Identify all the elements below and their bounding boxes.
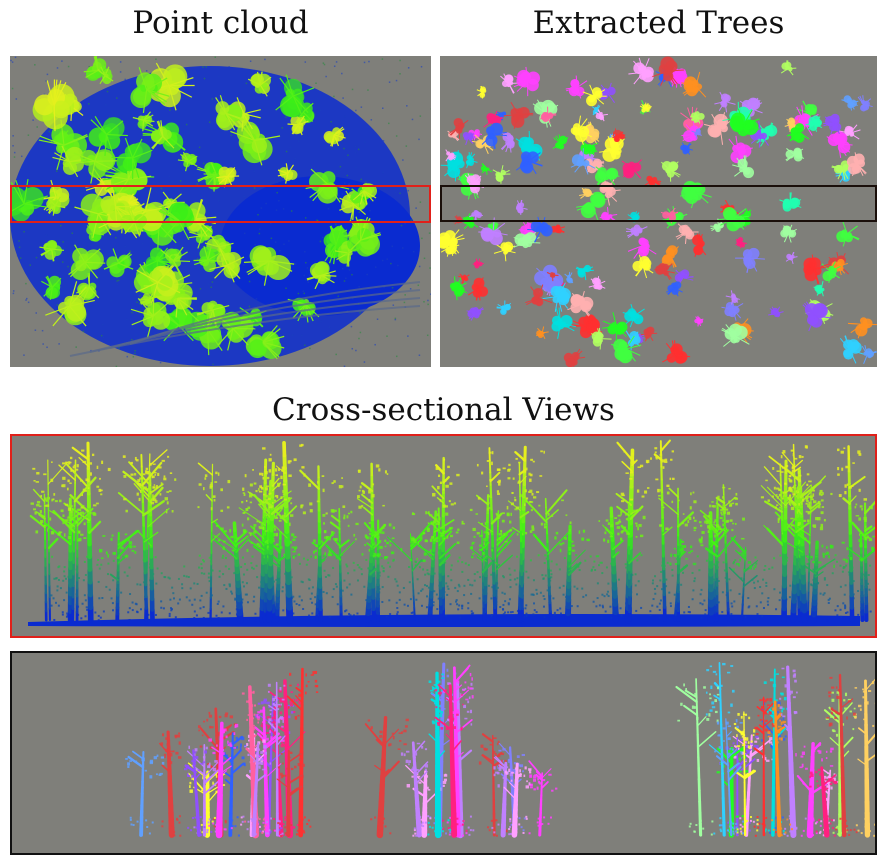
- point-cloud-image: [10, 56, 431, 367]
- cross-section-segmented-trees-image: [10, 651, 877, 855]
- extracted-trees-top-view: [440, 56, 877, 367]
- point-cloud-title: Point cloud: [132, 5, 309, 41]
- cross-sectional-views-title: Cross-sectional Views: [272, 392, 615, 428]
- point-cloud-top-view: [10, 56, 431, 367]
- cross-section-point-cloud: [10, 434, 877, 638]
- cross-section-height-colored-image: [10, 434, 877, 638]
- cross-section-extracted-trees: [10, 651, 877, 855]
- extracted-trees-title: Extracted Trees: [532, 5, 785, 41]
- extracted-trees-image: [440, 56, 877, 367]
